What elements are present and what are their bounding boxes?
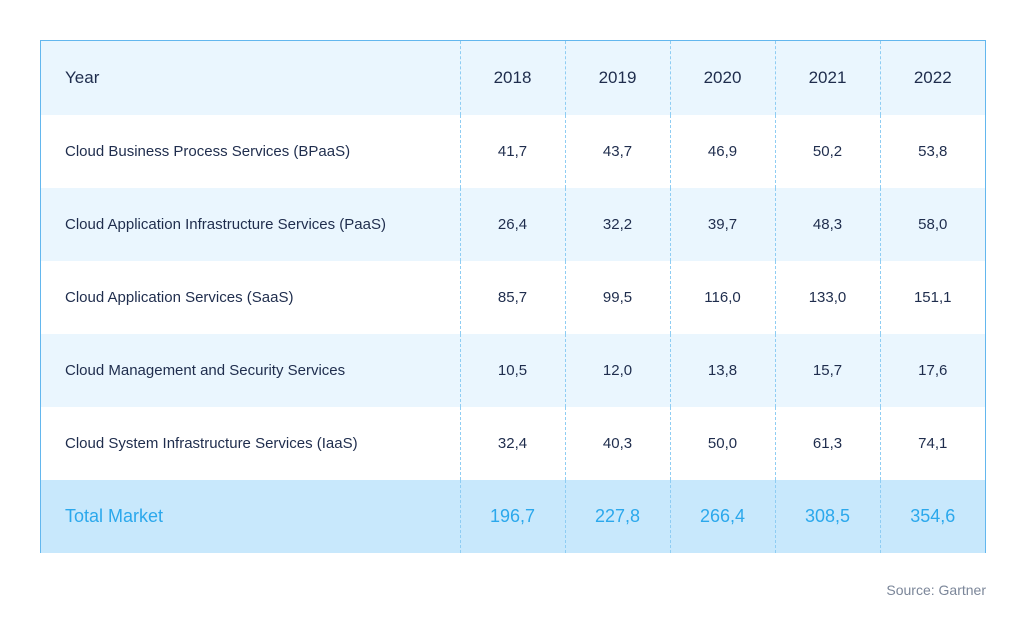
value-cell: 43,7 [564,115,670,188]
data-table: Year 2018 2019 2020 2021 2022 Cloud Business P… [41,41,985,553]
row-label-cell: Cloud System Infrastructure Services (Ia… [65,435,358,452]
value-cell: 32,4 [459,407,565,480]
row-label-cell: Cloud Management and Security Services [65,362,346,379]
table-row: Cloud Application Services (SaaS) 85,7 99,… [41,261,985,334]
value-cell: 26,4 [459,188,565,261]
value-cell: 133,0 [774,261,880,334]
total-value-cell: 196,7 [459,480,565,553]
value-cell: 50,0 [669,407,775,480]
value-cell: 151,1 [879,261,985,334]
header-row: Year 2018 2019 2020 2021 2022 [41,41,985,115]
value-cell: 50,2 [774,115,880,188]
value-cell: 99,5 [564,261,670,334]
value-cell: 58,0 [879,188,985,261]
year-header-cell: 2021 [774,41,880,115]
value-cell: 53,8 [879,115,985,188]
value-cell: 39,7 [669,188,775,261]
value-cell: 41,7 [459,115,565,188]
value-cell: 32,2 [564,188,670,261]
total-label-cell: Total Market [65,506,164,526]
total-value-cell: 308,5 [774,480,880,553]
table-row: Cloud Application Infrastructure Service… [41,188,985,261]
table-row: Cloud Business Process Services (BPaaS) 4… [41,115,985,188]
value-cell: 13,8 [669,334,775,407]
value-cell: 48,3 [774,188,880,261]
total-row: Total Market 196,7 227,8 266,4 308,5 354,6 [41,480,985,553]
year-header-cell: 2018 [459,41,565,115]
value-cell: 85,7 [459,261,565,334]
value-cell: 10,5 [459,334,565,407]
table-row: Cloud Management and Security Services 10… [41,334,985,407]
row-label-cell: Cloud Business Process Services (BPaaS) [65,143,351,160]
value-cell: 15,7 [774,334,880,407]
year-header-cell: 2022 [879,41,985,115]
source-note: Source: Gartner [886,582,986,598]
value-cell: 116,0 [669,261,775,334]
total-value-cell: 227,8 [564,480,670,553]
total-value-cell: 354,6 [879,480,985,553]
table-row: Cloud System Infrastructure Services (Ia… [41,407,985,480]
year-header-cell: 2019 [564,41,670,115]
header-label-cell: Year [65,68,100,87]
row-label-cell: Cloud Application Infrastructure Service… [65,216,386,233]
value-cell: 17,6 [879,334,985,407]
total-value-cell: 266,4 [669,480,775,553]
value-cell: 12,0 [564,334,670,407]
value-cell: 74,1 [879,407,985,480]
data-table-frame: Year 2018 2019 2020 2021 2022 Cloud Business P… [40,40,986,553]
value-cell: 46,9 [669,115,775,188]
value-cell: 61,3 [774,407,880,480]
year-header-cell: 2020 [669,41,775,115]
row-label-cell: Cloud Application Services (SaaS) [65,289,294,306]
value-cell: 40,3 [564,407,670,480]
